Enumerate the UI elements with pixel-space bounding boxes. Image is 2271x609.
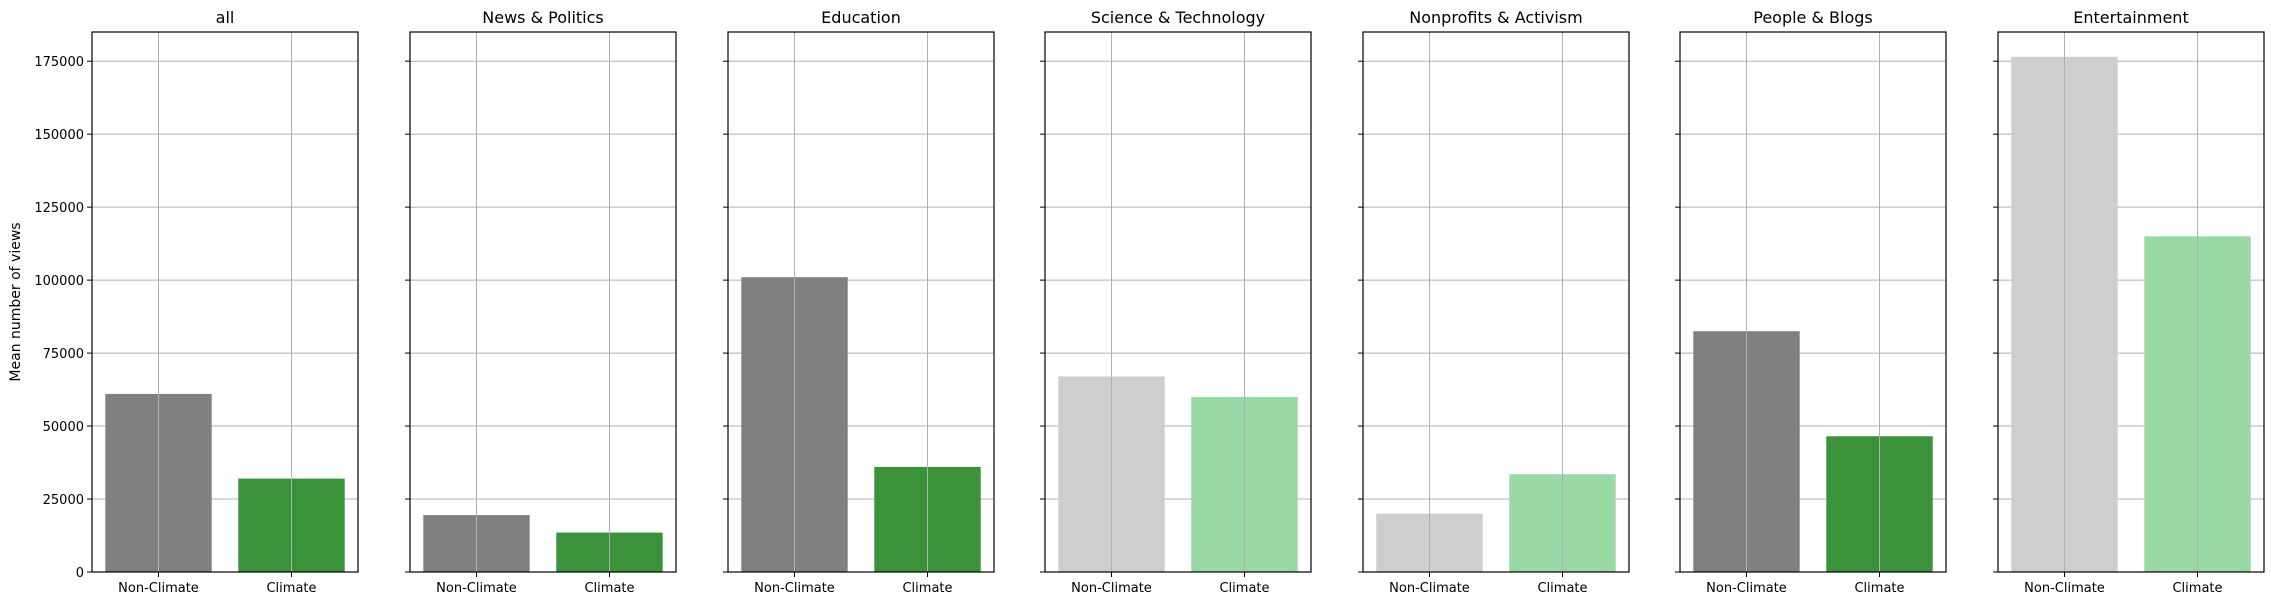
x-tick-label: Non-Climate: [1071, 581, 1152, 596]
panel-0: 0 25000 50000 75000 100000 125000 150000 175000…: [34, 8, 359, 596]
panel-title: News & Politics: [482, 8, 604, 27]
x-tick-label: Climate: [902, 581, 952, 596]
panel-title: Entertainment: [2073, 8, 2188, 27]
panel-title: People & Blogs: [1753, 8, 1873, 27]
axes-frame: [1679, 31, 1947, 573]
panel-3: Non-Climate Climate Science & Technology: [1040, 8, 1312, 596]
axes-frame: [91, 31, 359, 573]
y-tick-label: 150000: [34, 128, 84, 143]
panel-2: Non-Climate Climate Education: [723, 8, 995, 596]
y-tick-label: 125000: [34, 201, 84, 216]
y-tick-label: 175000: [34, 55, 84, 70]
y-tick-label: 50000: [43, 420, 84, 435]
y-axis-label: Mean number of views: [8, 222, 24, 381]
axes-frame: [1044, 31, 1312, 573]
axes-frame: [727, 31, 995, 573]
axes-frame: [1997, 31, 2265, 573]
x-tick-label: Non-Climate: [1389, 581, 1470, 596]
y-tick-label: 100000: [34, 274, 84, 289]
panel-1: Non-Climate Climate News & Politics: [405, 8, 677, 596]
x-tick-label: Climate: [266, 581, 316, 596]
x-tick-label: Non-Climate: [1706, 581, 1787, 596]
x-tick-label: Non-Climate: [754, 581, 835, 596]
axes-frame: [409, 31, 677, 573]
axes-frame: [1362, 31, 1630, 573]
panel-6: Non-Climate Climate Entertainment: [1993, 8, 2265, 596]
y-tick-label: 25000: [43, 493, 84, 508]
panel-title: Nonprofits & Activism: [1409, 8, 1582, 27]
x-tick-label: Climate: [1219, 581, 1269, 596]
x-tick-label: Non-Climate: [436, 581, 517, 596]
x-tick-label: Climate: [2172, 581, 2222, 596]
x-tick-label: Non-Climate: [2024, 581, 2105, 596]
x-tick-label: Climate: [1537, 581, 1587, 596]
panel-title: Science & Technology: [1091, 8, 1265, 27]
x-tick-label: Climate: [1854, 581, 1904, 596]
panel-5: Non-Climate Climate People & Blogs: [1675, 8, 1947, 596]
panel-title: all: [216, 8, 235, 27]
x-tick-label: Climate: [584, 581, 634, 596]
y-tick-label: 75000: [43, 347, 84, 362]
panel-title: Education: [821, 8, 901, 27]
panel-4: Non-Climate Climate Nonprofits & Activism: [1358, 8, 1630, 596]
x-tick-label: Non-Climate: [118, 581, 199, 596]
y-tick-label: 0: [76, 566, 84, 581]
